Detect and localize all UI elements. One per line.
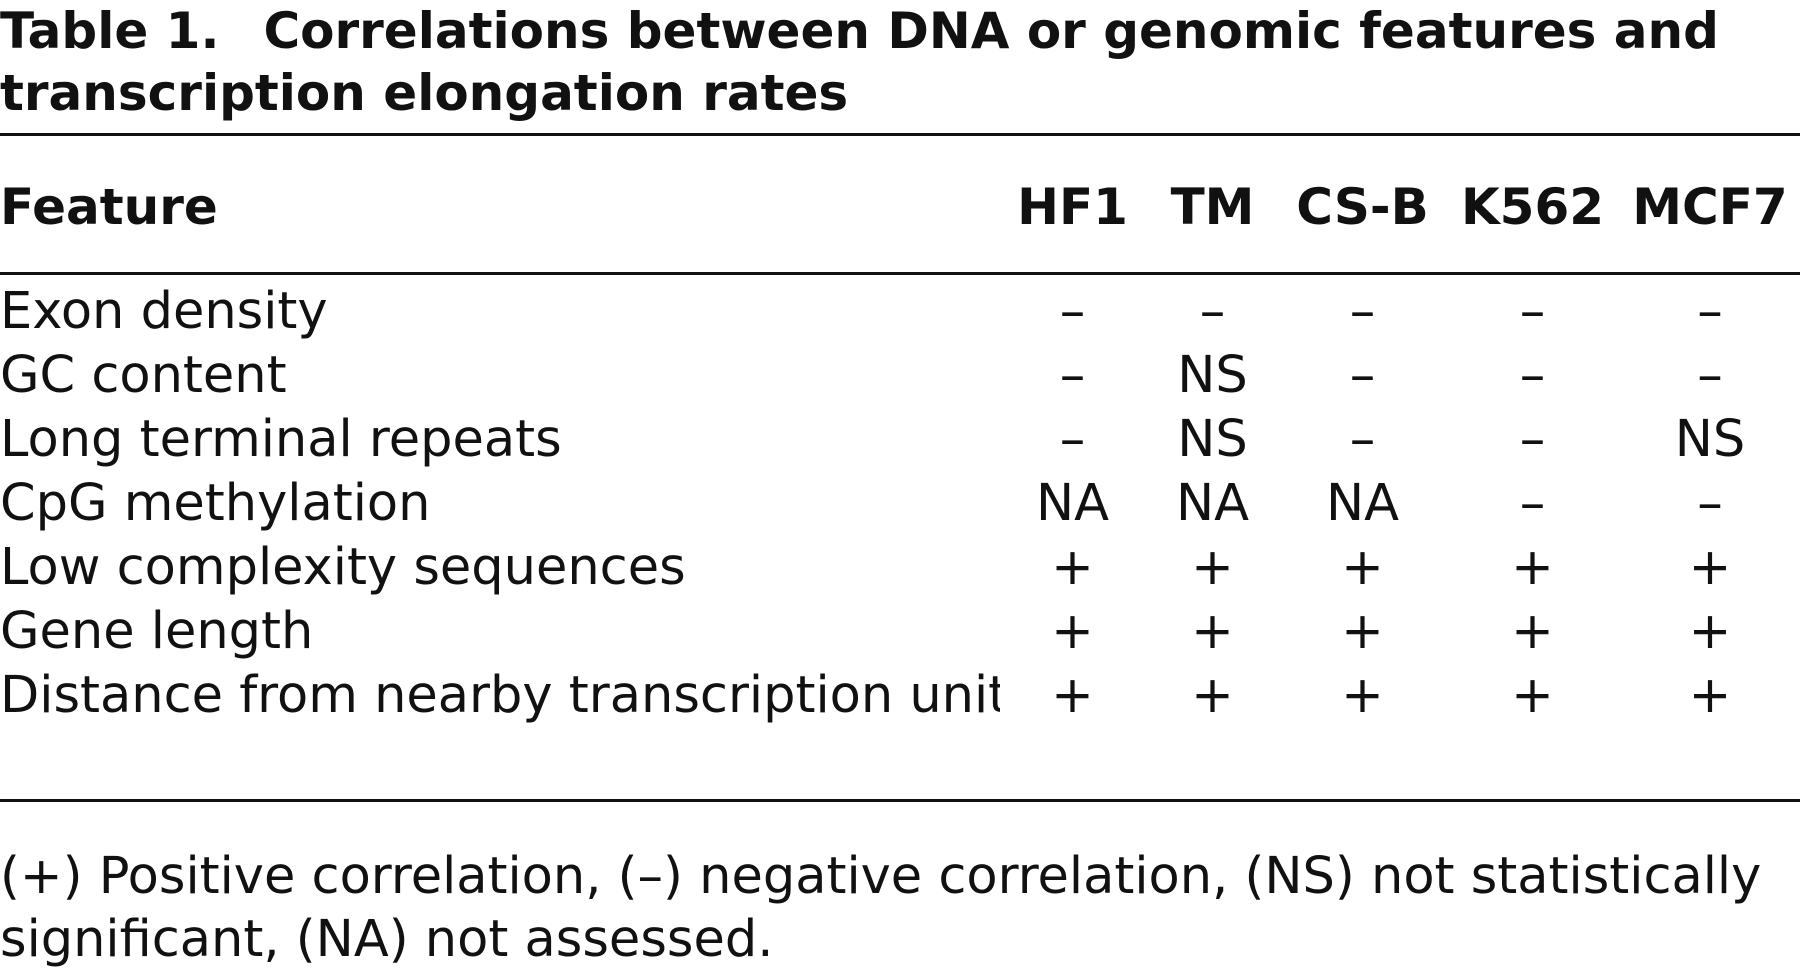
value-cell: – <box>1519 282 1546 341</box>
table-title-line2: transcription elongation rates <box>0 64 849 122</box>
value-cell: NA <box>1325 474 1400 533</box>
column-header-mcf7: MCF7 <box>1632 178 1788 236</box>
value-cell: – <box>1519 346 1546 405</box>
value-cell: + <box>1511 666 1554 725</box>
value-cell: – <box>1349 282 1376 341</box>
value-cell: – <box>1349 410 1376 469</box>
table-title: Correlations between DNA or genomic feat… <box>263 2 1719 60</box>
table-row: Exon density – – – – – <box>0 280 1800 344</box>
column-header-tm: TM <box>1170 178 1255 236</box>
column-header-k562: K562 <box>1460 178 1605 236</box>
value-cell: – <box>1697 282 1723 341</box>
table-row: CpG methylation NA NA NA – – <box>0 472 1800 536</box>
footnote-line-1: (+) Positive correlation, (–) negative c… <box>0 847 1762 906</box>
value-cell: – <box>1697 346 1723 405</box>
value-cell: + <box>1191 602 1234 661</box>
value-cell: + <box>1051 538 1094 597</box>
column-header-hf1: HF1 <box>1017 178 1128 236</box>
feature-cell: Long terminal repeats <box>0 410 562 469</box>
value-cell: + <box>1341 602 1384 661</box>
value-cell: NS <box>1177 410 1248 469</box>
value-cell: + <box>1191 666 1234 725</box>
value-cell: – <box>1059 346 1086 405</box>
top-rule <box>0 133 1800 136</box>
value-cell: – <box>1199 282 1226 341</box>
header-row: Feature HF1 TM CS-B K562 MCF7 <box>0 175 1800 240</box>
table-body: Exon density – – – – – GC content – NS –… <box>0 280 1800 728</box>
correlation-table: Feature HF1 TM CS-B K562 MCF7 Exon densi… <box>0 175 1800 728</box>
feature-cell: Distance from nearby transcription unit <box>0 666 1000 725</box>
value-cell: – <box>1697 474 1723 533</box>
table-row: Long terminal repeats – NS – – NS <box>0 408 1800 472</box>
value-cell: + <box>1341 666 1384 725</box>
bottom-rule <box>0 799 1800 802</box>
value-cell: NA <box>1175 474 1250 533</box>
footnote-line-2: significant, (NA) not assessed. <box>0 910 774 969</box>
table-row: Gene length + + + + + <box>0 600 1800 664</box>
value-cell: + <box>1191 538 1234 597</box>
table-label: Table 1. <box>0 2 220 60</box>
value-cell: – <box>1349 346 1376 405</box>
value-cell: + <box>1688 602 1732 661</box>
table-row: Distance from nearby transcription unit … <box>0 664 1800 728</box>
column-header-cs-b: CS-B <box>1296 178 1429 236</box>
feature-cell: Gene length <box>0 602 314 661</box>
feature-cell: GC content <box>0 346 287 405</box>
value-cell: + <box>1688 538 1732 597</box>
value-cell: + <box>1688 666 1732 725</box>
feature-cell: Exon density <box>0 282 328 341</box>
header-rule <box>0 272 1800 275</box>
feature-cell: Low complexity sequences <box>0 538 686 597</box>
value-cell: – <box>1519 410 1546 469</box>
value-cell: – <box>1059 282 1086 341</box>
table-footnote: (+) Positive correlation, (–) negative c… <box>0 845 1800 971</box>
feature-cell: CpG methylation <box>0 474 431 533</box>
column-header-feature: Feature <box>0 178 218 236</box>
table-row: GC content – NS – – – <box>0 344 1800 408</box>
table-row: Low complexity sequences + + + + + <box>0 536 1800 600</box>
table-caption: Table 1. Correlations between DNA or geno… <box>0 0 1800 124</box>
value-cell: + <box>1051 666 1094 725</box>
value-cell: – <box>1059 410 1086 469</box>
table-header: Feature HF1 TM CS-B K562 MCF7 <box>0 175 1800 280</box>
value-cell: – <box>1519 474 1546 533</box>
value-cell: + <box>1051 602 1094 661</box>
value-cell: + <box>1511 538 1554 597</box>
value-cell: NA <box>1035 474 1110 533</box>
value-cell: + <box>1511 602 1554 661</box>
value-cell: NS <box>1674 410 1746 469</box>
value-cell: NS <box>1177 346 1248 405</box>
value-cell: + <box>1341 538 1384 597</box>
